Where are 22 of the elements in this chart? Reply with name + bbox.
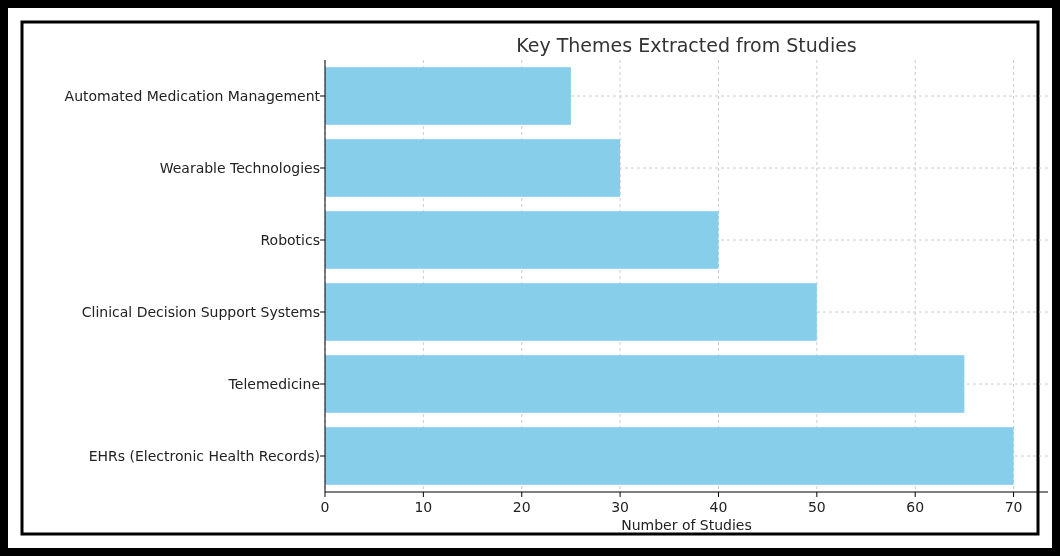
x-tick-label: 20 <box>512 499 531 515</box>
bar <box>325 211 719 269</box>
y-tick-label: Telemedicine <box>227 375 320 392</box>
y-tick-label: Wearable Technologies <box>159 159 320 176</box>
x-tick-label: 0 <box>320 499 330 515</box>
bar <box>325 67 571 125</box>
x-tick-label: 40 <box>709 499 728 515</box>
y-tick-label: EHRs (Electronic Health Records) <box>88 447 320 464</box>
bar <box>325 283 817 341</box>
x-tick-label: 60 <box>906 499 925 515</box>
y-tick-label: Automated Medication Management <box>64 87 321 104</box>
bar <box>325 139 621 197</box>
x-axis-title: Number of Studies <box>621 517 752 533</box>
x-tick-label: 10 <box>414 499 433 515</box>
x-tick-label: 70 <box>1004 499 1023 515</box>
x-tick-label: 50 <box>807 499 826 515</box>
bar <box>325 355 965 413</box>
y-tick-label: Robotics <box>260 231 320 248</box>
x-tick-label: 30 <box>611 499 630 515</box>
chart-title: Key Themes Extracted from Studies <box>516 34 857 56</box>
bar <box>325 427 1014 485</box>
y-tick-label: Clinical Decision Support Systems <box>81 303 320 320</box>
